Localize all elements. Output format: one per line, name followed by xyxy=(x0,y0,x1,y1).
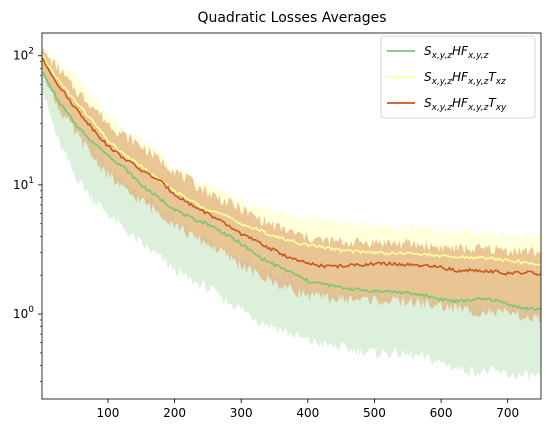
series-band-2 xyxy=(42,46,541,314)
axes: 100 200 300 400 500 600 700 100 101 102 xyxy=(13,32,542,420)
x-tick-label: 300 xyxy=(230,406,253,420)
x-tick-label: 200 xyxy=(163,406,186,420)
series-line-1 xyxy=(42,72,541,311)
series-line-2 xyxy=(42,54,541,266)
x-tick-label: 100 xyxy=(97,406,120,420)
legend-entry-2: Sx,y,zHFx,y,zTxz xyxy=(424,70,506,87)
y-tick-label: 102 xyxy=(13,47,34,63)
legend: Sx,y,zHFx,y,z Sx,y,zHFx,y,zTxz Sx,y,zHFx,y… xyxy=(380,35,536,119)
x-tick-label: 500 xyxy=(363,406,386,420)
x-tick-label: 400 xyxy=(296,406,319,420)
legend-entry-1: Sx,y,zHFx,y,z xyxy=(424,44,489,61)
chart-title: Quadratic Losses Averages xyxy=(197,10,386,26)
plot-frame xyxy=(41,32,542,400)
series-lines xyxy=(42,54,541,311)
x-tick-label: 600 xyxy=(430,406,453,420)
series-line-3 xyxy=(42,57,541,276)
legend-entry-3: Sx,y,zHFx,y,zTxy xyxy=(424,96,507,113)
y-tick-label: 101 xyxy=(13,176,34,192)
legend-box xyxy=(380,35,536,119)
x-tick-label: 700 xyxy=(496,406,519,420)
y-tick-label: 100 xyxy=(13,305,34,321)
